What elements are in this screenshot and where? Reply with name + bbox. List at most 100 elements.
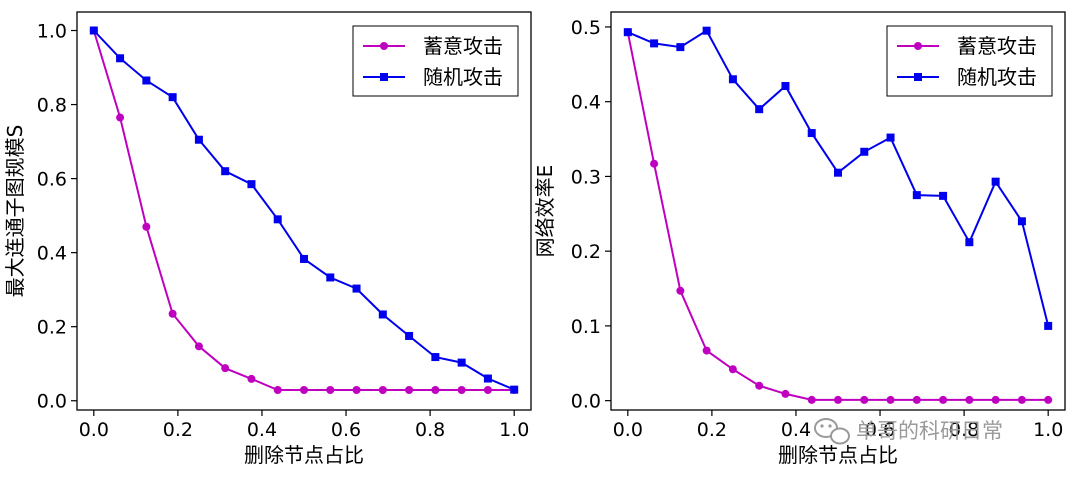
data-point bbox=[273, 215, 282, 224]
data-point bbox=[247, 374, 256, 383]
legend-label: 随机攻击 bbox=[957, 65, 1037, 89]
data-point bbox=[623, 28, 632, 37]
left-chart-panel: 0.0 0.2 0.4 0.6 0.8 1.0 0.0 0.2 0.4 0.6 0.8 1.0 删除节点… bbox=[3, 11, 532, 467]
y-tick-label: 1.0 bbox=[37, 21, 67, 43]
data-point bbox=[116, 113, 125, 122]
x-tick-label: 0.2 bbox=[697, 419, 727, 441]
data-point bbox=[142, 222, 151, 231]
y-tick-label: 0.4 bbox=[571, 92, 601, 114]
data-point bbox=[378, 386, 387, 395]
legend-marker bbox=[380, 73, 388, 81]
data-point bbox=[755, 105, 764, 114]
data-point bbox=[728, 365, 737, 374]
data-point bbox=[860, 395, 869, 404]
data-point bbox=[431, 386, 440, 395]
data-point bbox=[834, 395, 842, 404]
watermark-text: 单哥的科研日常 bbox=[856, 419, 1003, 443]
data-point bbox=[702, 26, 711, 35]
x-tick-label: 0.8 bbox=[415, 419, 445, 441]
data-point bbox=[1017, 395, 1026, 404]
data-point bbox=[431, 353, 440, 362]
data-point bbox=[991, 177, 1000, 186]
x-tick-label: 0.4 bbox=[781, 419, 811, 441]
legend-marker bbox=[380, 42, 388, 50]
data-point bbox=[352, 284, 361, 293]
data-point bbox=[405, 386, 414, 395]
data-point bbox=[886, 133, 895, 142]
data-point bbox=[326, 386, 335, 395]
data-point bbox=[728, 75, 737, 84]
y-tick-label: 0.2 bbox=[571, 241, 601, 263]
legend-marker bbox=[914, 42, 922, 50]
y-tick-label: 0.5 bbox=[571, 17, 601, 39]
x-tick-label: 0.6 bbox=[865, 419, 895, 441]
x-tick-label: 0.0 bbox=[79, 419, 109, 441]
data-point bbox=[194, 342, 203, 351]
data-point bbox=[326, 273, 335, 282]
data-point bbox=[194, 135, 203, 144]
legend-box bbox=[886, 25, 1053, 97]
data-point bbox=[1044, 395, 1053, 404]
data-point bbox=[221, 364, 230, 373]
plot-frame bbox=[610, 11, 1066, 411]
series-random-attack bbox=[623, 26, 1053, 330]
x-tick-label: 0.0 bbox=[613, 419, 643, 441]
y-tick-label: 0.1 bbox=[571, 316, 601, 338]
series-targeted-attack bbox=[89, 26, 519, 395]
data-point bbox=[965, 238, 974, 247]
y-tick-label: 0.8 bbox=[37, 95, 67, 117]
y-tick-label: 0.3 bbox=[571, 166, 601, 188]
data-point bbox=[912, 395, 921, 404]
data-point bbox=[483, 386, 492, 395]
data-point bbox=[168, 309, 177, 318]
watermark: 单哥的科研日常 bbox=[814, 418, 1003, 445]
legend-box bbox=[352, 25, 519, 97]
data-point bbox=[483, 374, 492, 383]
x-tick-label: 0.2 bbox=[163, 419, 193, 441]
plot-frame bbox=[76, 11, 532, 411]
legend-label: 随机攻击 bbox=[423, 65, 503, 89]
legend-label: 蓄意攻击 bbox=[423, 34, 503, 58]
data-point bbox=[755, 381, 764, 390]
data-point bbox=[352, 386, 361, 395]
data-point bbox=[457, 358, 466, 367]
data-point bbox=[300, 254, 308, 263]
x-tick-label: 1.0 bbox=[499, 419, 529, 441]
data-point bbox=[168, 93, 177, 102]
data-point bbox=[457, 386, 466, 395]
y-tick-label: 0.0 bbox=[37, 391, 67, 413]
data-point bbox=[886, 395, 895, 404]
x-tick-label: 0.8 bbox=[949, 419, 979, 441]
data-point bbox=[965, 395, 974, 404]
data-point bbox=[939, 191, 948, 200]
data-point bbox=[89, 26, 98, 35]
data-point bbox=[510, 385, 519, 394]
data-point bbox=[116, 54, 125, 63]
data-point bbox=[781, 389, 790, 398]
data-point bbox=[247, 180, 256, 189]
y-tick-label: 0.6 bbox=[37, 169, 67, 191]
legend-label: 蓄意攻击 bbox=[957, 34, 1037, 58]
data-point bbox=[1017, 217, 1026, 226]
data-point bbox=[781, 81, 790, 90]
data-point bbox=[1044, 321, 1053, 330]
x-axis-label: 删除节点占比 bbox=[778, 443, 898, 467]
series-random-attack bbox=[89, 26, 519, 394]
data-point bbox=[912, 191, 921, 200]
data-point bbox=[939, 395, 948, 404]
data-point bbox=[650, 39, 659, 48]
data-point bbox=[807, 395, 816, 404]
x-axis-label: 删除节点占比 bbox=[244, 443, 364, 467]
y-tick-label: 0.0 bbox=[571, 391, 601, 413]
wechat-icon bbox=[814, 418, 850, 445]
data-point bbox=[405, 331, 414, 340]
data-point bbox=[378, 310, 387, 319]
right-chart-panel: 0.0 0.2 0.4 0.6 0.8 1.0 0.0 0.1 0.2 0.3 0.4 0.5 删除节点… bbox=[533, 11, 1066, 467]
data-point bbox=[807, 129, 816, 138]
data-point bbox=[676, 286, 685, 295]
data-point bbox=[300, 386, 308, 395]
data-point bbox=[834, 168, 842, 177]
